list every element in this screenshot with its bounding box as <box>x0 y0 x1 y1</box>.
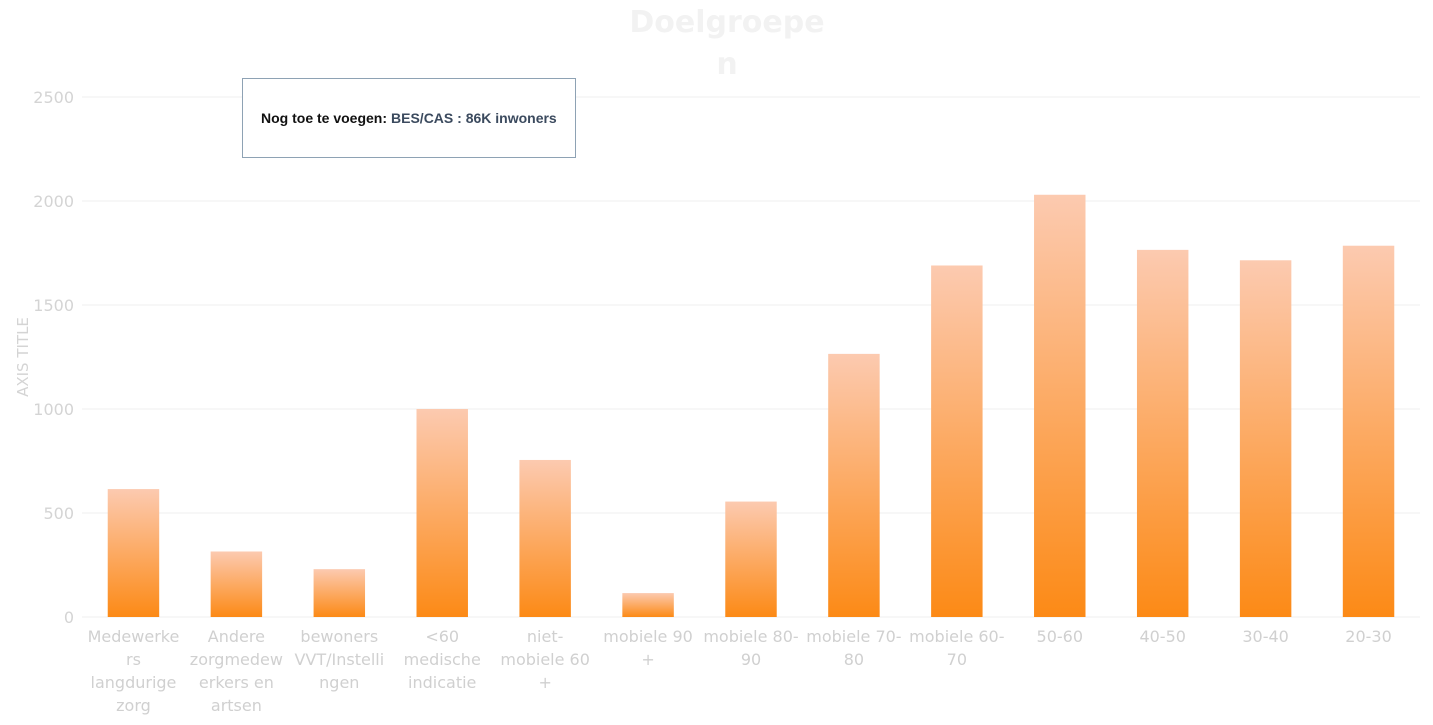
x-tick-label: rs <box>126 650 141 669</box>
x-tick-label: 20-30 <box>1345 627 1392 646</box>
x-tick-label: 70 <box>947 650 967 669</box>
bars <box>107 194 1395 617</box>
x-tick-label: langdurige <box>91 673 177 692</box>
x-tick-label: 50-60 <box>1037 627 1084 646</box>
bar <box>1136 249 1189 617</box>
annotation-value: BES/CAS : 86K inwoners <box>391 110 557 126</box>
bar <box>1239 260 1292 617</box>
x-tick-label: + <box>641 650 654 669</box>
x-tick-label: mobiele 60- <box>909 627 1004 646</box>
x-tick-label: mobiele 60 <box>500 650 590 669</box>
y-tick-label: 2500 <box>33 88 74 107</box>
x-tick-label: zorg <box>116 696 151 715</box>
bar <box>313 569 366 617</box>
x-tick-label: erkers en <box>199 673 274 692</box>
annotation-label: Nog toe te voegen: <box>261 110 388 126</box>
x-tick-label: zorgmedew <box>190 650 283 669</box>
annotation-box: Nog toe te voegen: BES/CAS : 86K inwoner… <box>242 78 576 158</box>
x-tick-label: indicatie <box>408 673 476 692</box>
x-tick-label: 90 <box>741 650 761 669</box>
x-tick-label: mobiele 90 <box>603 627 693 646</box>
bar <box>931 265 983 617</box>
x-tick-label: Medewerke <box>88 627 180 646</box>
bar <box>828 353 880 617</box>
x-tick-label: niet- <box>527 627 563 646</box>
y-tick-label: 1500 <box>33 296 74 315</box>
chart-title-line-2: n <box>716 47 738 82</box>
x-tick-label: VVT/Instelli <box>294 650 384 669</box>
x-tick-label: mobiele 80- <box>703 627 798 646</box>
x-tick-label: 40-50 <box>1139 627 1186 646</box>
x-tick-label: ngen <box>319 673 359 692</box>
bar <box>622 593 674 617</box>
bar <box>107 489 160 617</box>
y-tick-label: 1000 <box>33 400 74 419</box>
x-tick-label: 30-40 <box>1242 627 1289 646</box>
x-tick-label: medische <box>404 650 481 669</box>
x-tick-label: 80 <box>844 650 864 669</box>
x-tick-label: + <box>538 673 551 692</box>
y-tick-label: 500 <box>43 504 74 523</box>
bar <box>1342 245 1395 617</box>
x-tick-label: mobiele 70- <box>806 627 901 646</box>
y-tick-label: 0 <box>64 608 74 627</box>
bar <box>519 459 571 617</box>
bar <box>1034 194 1086 617</box>
x-tick-label: Andere <box>208 627 265 646</box>
y-axis-label: AXIS TITLE <box>14 317 32 397</box>
y-tick-label: 2000 <box>33 192 74 211</box>
x-axis-ticks: Medewerke rs langdurige zorg Andere zorgmedew… <box>88 627 1392 715</box>
bar <box>210 551 263 617</box>
x-tick-label: <60 <box>425 627 459 646</box>
bar <box>416 409 468 617</box>
x-tick-label: bewoners <box>300 627 378 646</box>
chart-title-line-1: Doelgroepe <box>629 5 825 40</box>
bar <box>725 501 777 617</box>
x-tick-label: artsen <box>211 696 262 715</box>
y-axis-ticks: 0 500 1000 1500 2000 2500 <box>33 88 74 627</box>
